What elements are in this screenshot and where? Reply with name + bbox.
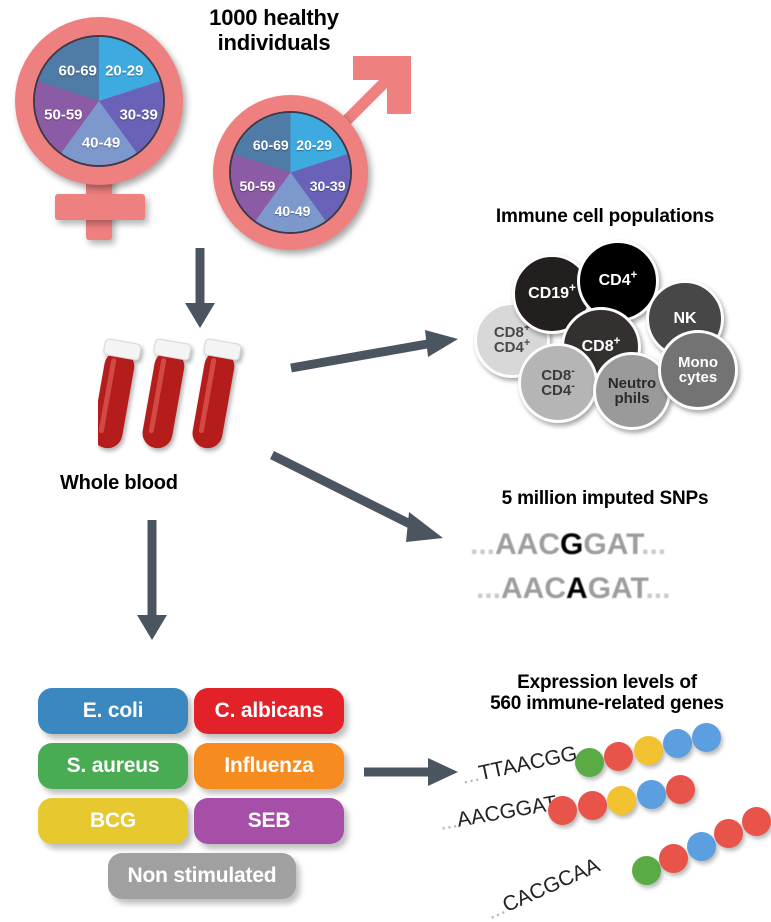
male-gender-symbol: 20-29 30-39 40-49 50-59 60-69 [205,40,415,250]
immune-cell-neutrophils[interactable]: Neutro phils [593,352,671,430]
immune-cell-cd8n-cd4n[interactable]: CD8- CD4- [518,343,598,423]
pie-slice-label-50-59: 50-59 [239,177,276,194]
snp-post-bases: GAT [587,572,646,605]
sequence-bases: AACGGAT [455,791,559,832]
page-title-cohort: 1000 healthy individuals [209,5,339,55]
expression-bead [577,790,607,820]
pie-slice-label-20-29: 20-29 [296,136,333,153]
age-distribution-pie-male: 20-29 30-39 40-49 50-59 60-69 [229,111,352,234]
expression-bead [659,843,689,873]
age-distribution-pie-female: 20-29 30-39 40-49 50-59 60-69 [33,35,165,167]
snp-sequence-row: ...AACGGAT... [470,528,666,562]
stimulus-box-s-aureus[interactable]: S. aureus [38,743,188,789]
stimulus-label: S. aureus [66,754,160,777]
immune-cell-label: NK [673,310,697,327]
immune-cell-label: Mono cytes [678,354,718,386]
snp-post-bases: GAT [583,528,642,561]
snp-sequence-block: ...AACGGAT... ...AACAGAT... [470,528,750,618]
snp-prefix-ellipsis: ... [476,572,502,605]
expression-sequence-text: ...CACGCAA [483,854,604,922]
expression-bead [636,780,666,810]
expression-bead [607,785,637,815]
expression-bead [686,831,716,861]
pie-slice-label-50-59: 50-59 [44,106,83,124]
arrow-blood-to-snps [269,450,443,542]
snp-variant-base: A [566,572,588,605]
blood-tube-group [92,335,258,465]
expression-bead [604,741,634,771]
expression-bead [666,775,696,805]
expression-strand-group: ...TTAACGG ...AACGGAT ...CACGCAA [438,710,771,922]
expression-bead [714,819,744,849]
pie-slice-label-30-39: 30-39 [119,106,158,124]
stimulus-box-non-stimulated[interactable]: Non stimulated [108,853,296,899]
arrow-cohort-to-blood [185,248,215,328]
pie-slice-label-30-39: 30-39 [309,177,346,194]
stimulus-label: Non stimulated [127,864,277,887]
expression-bead [575,748,604,777]
immune-cell-monocytes[interactable]: Mono cytes [658,330,738,410]
stimulus-label: E. coli [82,699,144,722]
snp-suffix-ellipsis: ... [641,528,667,561]
stimulus-box-seb[interactable]: SEB [194,798,344,844]
immune-cell-label: CD4+ [598,269,638,289]
snp-pre-bases: AAC [501,572,567,605]
expression-bead [741,807,771,837]
arrow-blood-to-stimuli [137,520,167,640]
stimulus-box-bcg[interactable]: BCG [38,798,188,844]
pie-slices [231,113,350,232]
immune-cell-label: CD8+ [581,335,621,355]
snp-prefix-ellipsis: ... [470,528,496,561]
pie-slice-label-40-49: 40-49 [81,134,121,152]
immune-cell-label: CD8- CD4- [541,365,575,399]
section-title-snps: 5 million imputed SNPs [501,488,709,509]
snp-pre-bases: AAC [495,528,561,561]
expression-bead [663,729,693,759]
expression-bead [548,796,577,825]
expression-bead [633,735,663,765]
pie-slice-label-40-49: 40-49 [274,203,311,220]
section-title-immune-cells: Immune cell populations [495,206,715,227]
pie-slice-label-20-29: 20-29 [105,62,144,80]
snp-sequence-row: ...AACAGAT... [476,572,670,606]
pie-slice-label-60-69: 60-69 [58,62,97,80]
pie-slices [35,37,163,165]
section-title-expression: Expression levels of 560 immune-related g… [490,672,724,715]
snp-suffix-ellipsis: ... [645,572,671,605]
sequence-bases: CACGCAA [499,853,604,917]
arrow-blood-to-immune [290,330,458,373]
immune-cell-label: CD8+ CD4+ [493,322,531,356]
pie-slice-label-60-69: 60-69 [252,136,289,153]
stimulus-label: Influenza [224,754,314,777]
expression-sequence-text: ...AACGGAT [438,792,559,836]
sequence-bases: TTAACGG [476,741,580,786]
label-whole-blood: Whole blood [60,472,178,494]
snp-variant-base: G [560,528,584,561]
female-gender-symbol: 20-29 30-39 40-49 50-59 60-69 [10,12,190,242]
immune-cell-label: Neutro phils [607,375,657,407]
stimulus-label: BCG [89,809,137,832]
stimulus-label: C. albicans [214,699,324,722]
blood-tubes-svg [92,338,242,449]
expression-bead [692,723,722,753]
expression-sequence-text: ...TTAACGG [460,742,580,790]
expression-bead [632,856,661,885]
stimulus-box-c-albicans[interactable]: C. albicans [194,688,344,734]
immune-cell-label: CD19+ [528,282,576,302]
stimulus-box-e-coli[interactable]: E. coli [38,688,188,734]
stimulus-box-influenza[interactable]: Influenza [194,743,344,789]
stimulus-label: SEB [247,809,291,832]
female-symbol-crossbar [55,194,145,220]
arrow-stimuli-to-expression [364,758,458,786]
